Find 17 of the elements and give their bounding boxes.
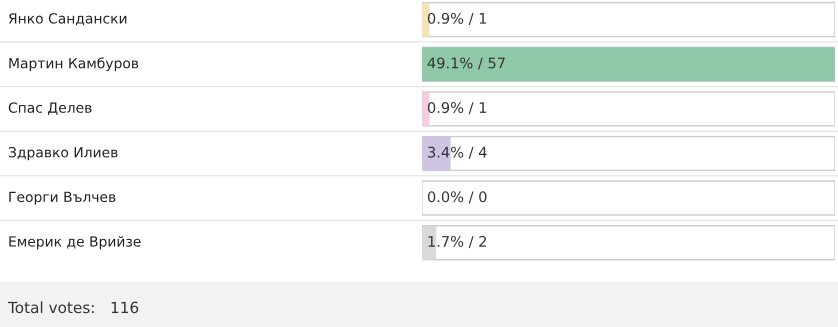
- data-label: 49.1% / 57: [428, 57, 505, 70]
- data-label: 0.9% / 1: [428, 12, 486, 26]
- y-tick-label: Здравко Илиев: [8, 146, 118, 160]
- data-label: 0.9% / 1: [428, 102, 486, 114]
- y-tick-label: Мартин Камбуров: [9, 57, 138, 72]
- y-tick-label: Янко Сандански: [8, 13, 126, 26]
- y-tick-label: Емерик де Врийзе: [9, 236, 141, 250]
- bar: [422, 47, 835, 82]
- bar: [422, 2, 430, 37]
- data-label: 1.7% / 2: [428, 236, 486, 248]
- text: 116: [112, 302, 138, 314]
- data-label: 3.4% / 4: [428, 146, 487, 159]
- text: Total votes:: [8, 301, 94, 314]
- data-label: 0.0% / 0: [428, 191, 486, 204]
- y-tick-label: Георги Вълчев: [9, 192, 116, 205]
- bar: [422, 92, 430, 126]
- y-tick-label: Спас Делев: [8, 102, 92, 115]
